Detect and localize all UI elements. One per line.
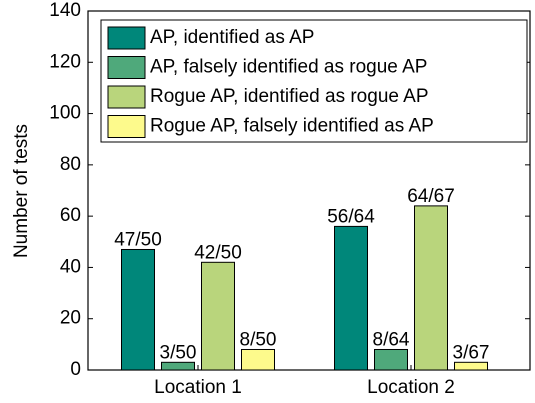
legend-box xyxy=(100,19,528,143)
legend-swatch xyxy=(107,85,146,109)
bar xyxy=(374,348,408,371)
value-label: 42/50 xyxy=(194,242,242,263)
y-tick-label: 0 xyxy=(70,359,81,380)
legend-label: Rogue AP, identified as rogue AP xyxy=(150,86,429,107)
y-tick-label: 20 xyxy=(60,308,81,329)
value-label: 8/50 xyxy=(240,330,277,351)
legend-label: AP, falsely identified as rogue AP xyxy=(150,57,427,78)
y-tick-label: 60 xyxy=(60,205,81,226)
value-label: 64/67 xyxy=(407,186,455,207)
legend-label: Rogue AP, falsely identified as AP xyxy=(150,116,434,137)
bar xyxy=(121,248,155,371)
legend-swatch xyxy=(107,26,146,50)
bar xyxy=(414,205,448,371)
y-tick-label: 140 xyxy=(49,0,81,21)
value-label: 3/50 xyxy=(160,342,197,363)
y-tick-label: 40 xyxy=(60,256,81,277)
bar xyxy=(454,361,488,371)
bar xyxy=(334,225,368,371)
y-tick-label: 120 xyxy=(49,51,81,72)
plot-area xyxy=(87,10,531,371)
legend-swatch xyxy=(107,56,146,79)
value-label: 56/64 xyxy=(327,206,375,227)
bar xyxy=(161,361,195,371)
legend-swatch xyxy=(107,115,146,138)
y-axis-label: Number of tests xyxy=(11,124,32,258)
y-tick-label: 80 xyxy=(60,154,81,175)
value-label: 47/50 xyxy=(114,229,162,250)
x-tick-label: Location 2 xyxy=(367,377,455,398)
value-label: 3/67 xyxy=(453,342,490,363)
value-label: 8/64 xyxy=(373,330,410,351)
bar xyxy=(201,261,235,371)
x-tick-label: Location 1 xyxy=(154,377,242,398)
y-tick-label: 100 xyxy=(49,103,81,124)
bar xyxy=(241,348,275,371)
legend-label: AP, identified as AP xyxy=(150,27,314,48)
